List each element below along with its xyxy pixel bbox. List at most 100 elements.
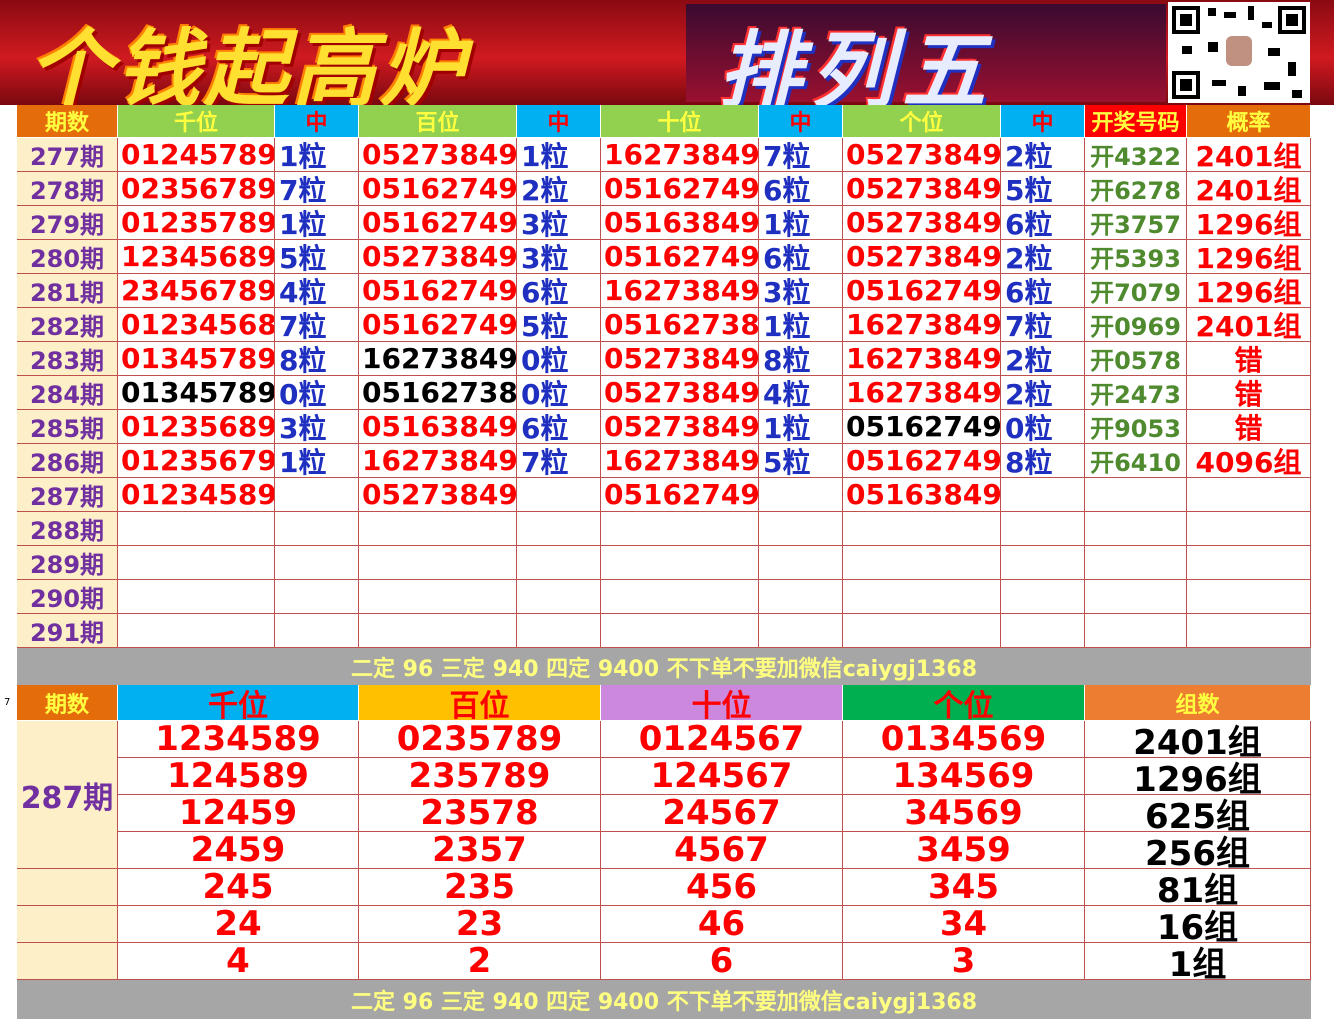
table-cell: 05162749 — [359, 274, 517, 308]
digit-set: 245 — [118, 869, 359, 906]
column-header: 组数 — [1085, 685, 1311, 721]
digit-set: 0235789 — [359, 721, 601, 758]
table-cell — [601, 580, 759, 614]
group-count: 81组 — [1085, 869, 1311, 906]
column-header: 百位 — [359, 105, 517, 138]
table-cell: 5粒 — [759, 444, 843, 478]
digit-set: 1234589 — [118, 721, 359, 758]
table-cell — [517, 512, 601, 546]
table-cell: 2401组 — [1187, 172, 1311, 206]
table-cell: 开4322 — [1085, 138, 1187, 172]
period-cell — [17, 869, 118, 906]
table-cell: 0粒 — [517, 342, 601, 376]
table-cell: 05163849 — [843, 478, 1001, 512]
digit-set: 345 — [843, 869, 1085, 906]
table-cell: 05162738 — [601, 308, 759, 342]
table-cell: 开5393 — [1085, 240, 1187, 274]
table-cell: 05273849 — [843, 172, 1001, 206]
period-cell: 281期 — [17, 274, 118, 308]
column-header: 中 — [517, 105, 601, 138]
footer-note: 二定 96 三定 940 四定 9400 不下单不要加微信caiygj1368 — [17, 980, 1311, 1019]
column-header: 中 — [759, 105, 843, 138]
table-cell: 05273849 — [601, 410, 759, 444]
table-cell: 16273849 — [601, 274, 759, 308]
table-cell: 0粒 — [275, 376, 359, 410]
digit-set: 2357 — [359, 832, 601, 869]
table-cell — [1085, 512, 1187, 546]
table-cell — [843, 512, 1001, 546]
table-cell: 6粒 — [1001, 206, 1085, 240]
table-cell: 5粒 — [517, 308, 601, 342]
table-cell: 05162749 — [359, 172, 517, 206]
table-cell: 6粒 — [517, 274, 601, 308]
group-count: 1组 — [1085, 943, 1311, 980]
period-cell: 288期 — [17, 512, 118, 546]
table-cell: 05162749 — [843, 410, 1001, 444]
table-cell — [118, 546, 275, 580]
table-cell: 7粒 — [517, 444, 601, 478]
table-cell — [517, 614, 601, 648]
column-header: 百位 — [359, 685, 601, 721]
table-cell: 8粒 — [275, 342, 359, 376]
table-cell: 05162749 — [601, 172, 759, 206]
table-cell: 05163849 — [601, 206, 759, 240]
table-cell: 01234568 — [118, 308, 275, 342]
table-cell — [1085, 580, 1187, 614]
table-cell: 23456789 — [118, 274, 275, 308]
table-cell: 错 — [1187, 376, 1311, 410]
table-cell — [759, 580, 843, 614]
table-cell: 05162749 — [843, 444, 1001, 478]
table-cell — [601, 614, 759, 648]
digit-set: 3459 — [843, 832, 1085, 869]
table-cell: 6粒 — [759, 240, 843, 274]
table-cell: 0粒 — [1001, 410, 1085, 444]
digit-set: 134569 — [843, 758, 1085, 795]
table-cell: 2401组 — [1187, 308, 1311, 342]
table-cell: 1粒 — [759, 206, 843, 240]
period-cell: 287期 — [17, 478, 118, 512]
table-cell: 开7079 — [1085, 274, 1187, 308]
table-cell — [759, 478, 843, 512]
table-cell: 4096组 — [1187, 444, 1311, 478]
table-cell: 12345689 — [118, 240, 275, 274]
table-cell — [1187, 546, 1311, 580]
table-cell: 2粒 — [517, 172, 601, 206]
table-cell: 02356789 — [118, 172, 275, 206]
table-cell — [118, 580, 275, 614]
table-cell — [1001, 580, 1085, 614]
table-cell: 开0578 — [1085, 342, 1187, 376]
table-cell: 3粒 — [275, 410, 359, 444]
table-cell — [759, 614, 843, 648]
table-cell — [1187, 580, 1311, 614]
digit-set: 24 — [118, 906, 359, 943]
table-cell: 16273849 — [359, 444, 517, 478]
digit-set: 23578 — [359, 795, 601, 832]
table-cell — [1001, 478, 1085, 512]
table-cell — [359, 512, 517, 546]
period-cell: 289期 — [17, 546, 118, 580]
table-cell: 3粒 — [759, 274, 843, 308]
table-cell: 5粒 — [275, 240, 359, 274]
table-cell — [517, 580, 601, 614]
table-cell — [275, 478, 359, 512]
table-cell: 16273849 — [359, 342, 517, 376]
row-marker: 7 — [4, 697, 11, 708]
table-cell — [1001, 614, 1085, 648]
table-cell: 1粒 — [517, 138, 601, 172]
table-cell: 05162749 — [359, 308, 517, 342]
digit-set: 0134569 — [843, 721, 1085, 758]
digit-set: 34 — [843, 906, 1085, 943]
column-header: 个位 — [843, 105, 1001, 138]
table-cell: 1粒 — [275, 206, 359, 240]
table-cell: 2401组 — [1187, 138, 1311, 172]
table-cell — [275, 580, 359, 614]
table-cell: 05162749 — [601, 240, 759, 274]
table-cell: 2粒 — [1001, 138, 1085, 172]
table-cell: 1296组 — [1187, 206, 1311, 240]
table-cell: 01235789 — [118, 206, 275, 240]
digit-set: 124589 — [118, 758, 359, 795]
table-cell — [843, 614, 1001, 648]
table-cell: 16273849 — [843, 308, 1001, 342]
table-cell: 16273849 — [843, 376, 1001, 410]
table-cell: 8粒 — [1001, 444, 1085, 478]
